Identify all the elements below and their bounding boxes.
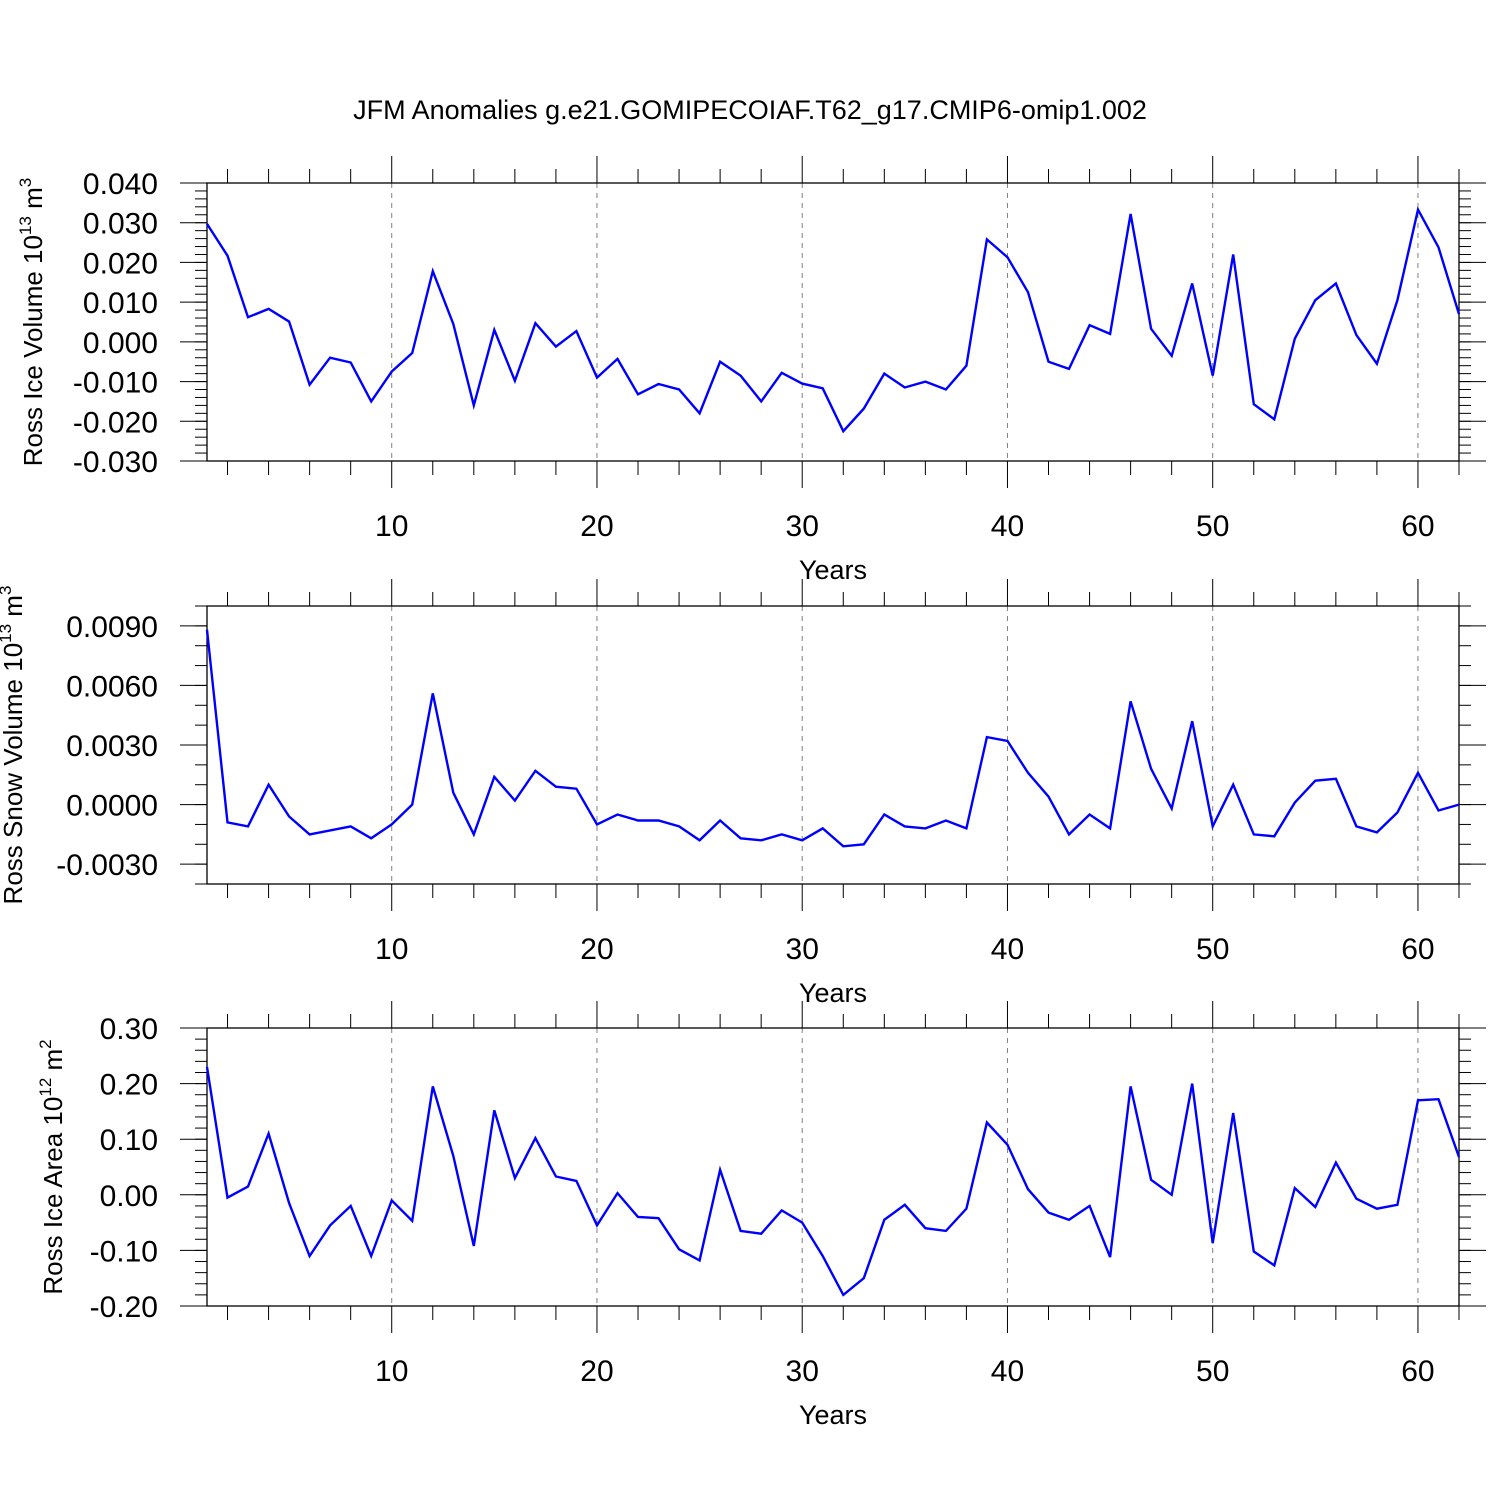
- snow-volume-ytick-label: -0.0030: [56, 849, 158, 882]
- panel-ice-area: -0.20 -0.10 0.00 0.10 0.20 0.30 10 20 30 40 50 60 Ye…: [36, 1001, 1486, 1430]
- snow-volume-xtick-label: 40: [991, 933, 1024, 966]
- ice-volume-x-axis-title: Years: [799, 555, 867, 585]
- ice-area-xtick-label: 50: [1196, 1355, 1229, 1388]
- snow-volume-series-line: [205, 629, 1460, 848]
- ice-area-ytick-label: 0.30: [100, 1013, 158, 1046]
- ice-volume-ytick-label: 0.010: [83, 287, 158, 320]
- snow-volume-xtick-label: 20: [580, 933, 613, 966]
- panel-ice-volume: -0.030 -0.020 -0.010 0.000 0.010 0.020 0.030 0.…: [16, 156, 1486, 585]
- ice-volume-ytick-label: 0.020: [83, 247, 158, 280]
- ice-volume-xtick-label: 50: [1196, 510, 1229, 543]
- ice-area-ytick-label: 0.00: [100, 1180, 158, 1213]
- ice-volume-ytick-label: -0.030: [73, 446, 158, 479]
- ice-area-xtick-label: 10: [375, 1355, 408, 1388]
- ice-volume-xtick-label: 10: [375, 510, 408, 543]
- ice-volume-series-line: [205, 206, 1461, 434]
- ice-area-series-line: [205, 1066, 1461, 1297]
- snow-volume-y-axis-title: Ross Snow Volume 1013 m3: [0, 586, 28, 905]
- snow-volume-xtick-label: 30: [786, 933, 819, 966]
- ice-area-y-axis-title: Ross Ice Area 1012 m2: [36, 1039, 68, 1294]
- ice-volume-xtick-label: 30: [786, 510, 819, 543]
- snow-volume-x-axis-title: Years: [799, 978, 867, 1008]
- snow-volume-xtick-label: 50: [1196, 933, 1229, 966]
- ice-volume-ytick-label: 0.000: [83, 327, 158, 360]
- ice-area-ytick-label: -0.10: [90, 1235, 158, 1268]
- ice-area-x-axis-title: Years: [799, 1400, 867, 1430]
- ice-volume-ytick-label: -0.010: [73, 367, 158, 400]
- ice-volume-plot-frame: [206, 182, 1460, 462]
- ice-volume-xtick-label: 60: [1401, 510, 1434, 543]
- snow-volume-xtick-label: 10: [375, 933, 408, 966]
- figure-title: JFM Anomalies g.e21.GOMIPECOIAF.T62_g17.…: [353, 95, 1147, 125]
- ice-volume-y-axis-title: Ross Ice Volume 1013 m3: [16, 178, 48, 467]
- ice-area-ytick-label: 0.10: [100, 1124, 158, 1157]
- snow-volume-plot-frame: [206, 605, 1460, 885]
- ice-area-xtick-label: 40: [991, 1355, 1024, 1388]
- snow-volume-ytick-label: 0.0060: [66, 670, 158, 703]
- snow-volume-ytick-label: 0.0090: [66, 611, 158, 644]
- ice-volume-ytick-label: 0.030: [83, 208, 158, 241]
- snow-volume-ytick-label: 0.0000: [66, 790, 158, 823]
- ice-volume-ytick-label: -0.020: [73, 406, 158, 439]
- ice-area-plot-frame: [206, 1027, 1460, 1307]
- ice-volume-xtick-label: 40: [991, 510, 1024, 543]
- ice-volume-xtick-label: 20: [580, 510, 613, 543]
- ice-area-xtick-label: 30: [786, 1355, 819, 1388]
- ice-area-xtick-label: 60: [1401, 1355, 1434, 1388]
- ice-area-ytick-label: -0.20: [90, 1291, 158, 1324]
- ice-volume-ytick-label: 0.040: [83, 168, 158, 201]
- snow-volume-xtick-label: 60: [1401, 933, 1434, 966]
- ice-area-xtick-label: 20: [580, 1355, 613, 1388]
- panel-snow-volume: -0.0030 0.0000 0.0030 0.0060 0.0090 10 20 30 40 5…: [0, 579, 1486, 1008]
- ice-area-ytick-label: 0.20: [100, 1069, 158, 1102]
- snow-volume-ytick-label: 0.0030: [66, 730, 158, 763]
